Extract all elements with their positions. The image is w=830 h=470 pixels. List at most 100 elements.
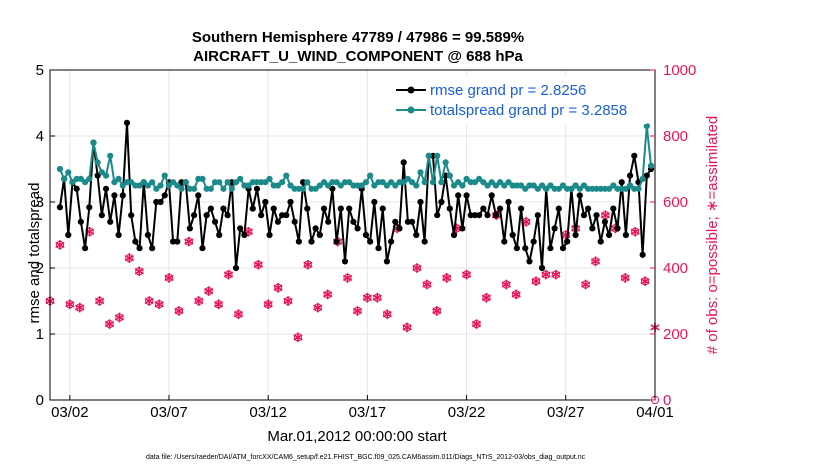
rmse-point: [249, 205, 256, 212]
totalspread-point: [358, 182, 365, 189]
totalspread-point: [404, 175, 411, 182]
y-axis-left: 0 1 2 3 4 5: [36, 62, 55, 409]
rmse-point: [488, 192, 495, 199]
rmse-point: [274, 218, 282, 225]
rmse-point: [98, 212, 105, 219]
totalspread-point: [115, 175, 122, 182]
rmse-point: [593, 212, 600, 219]
totalspread-point: [86, 175, 93, 182]
rmse-point: [123, 119, 131, 126]
totalspread-point: [547, 182, 554, 189]
obs_assimilated-marker: [353, 305, 362, 316]
x-tick-label: 03/07: [150, 404, 188, 421]
rmse-point: [606, 231, 613, 239]
obs_assimilated-marker: [640, 276, 650, 287]
rmse-point: [622, 231, 629, 239]
rmse-point: [207, 205, 214, 212]
obs_assimilated-marker: [124, 253, 134, 264]
rmse-point: [174, 238, 181, 245]
rmse-point: [450, 231, 458, 239]
rmse-point: [492, 212, 500, 219]
totalspread-point: [111, 179, 118, 186]
rmse-point: [312, 225, 319, 232]
totalspread-point: [94, 159, 101, 166]
totalspread-point: [530, 182, 537, 189]
obs_assimilated-marker: [164, 272, 174, 283]
rmse-point: [107, 218, 114, 225]
rmse-point: [480, 205, 487, 212]
totalspread-point: [488, 179, 495, 186]
totalspread-point: [639, 175, 646, 182]
rmse-point: [626, 172, 634, 179]
totalspread-point: [119, 182, 126, 189]
obs_assimilated-marker: [402, 322, 412, 333]
y-right-tick-label: 1000: [663, 62, 696, 79]
totalspread-point: [446, 172, 453, 179]
totalspread-point: [647, 162, 655, 169]
obs_assimilated-marker: [600, 210, 610, 221]
obs_assimilated-marker: [75, 302, 85, 313]
y-right-tick-label: 0: [663, 392, 671, 409]
obs_assimilated-marker: [253, 259, 263, 270]
totalspread-point: [107, 152, 114, 159]
obs_assimilated-marker: [511, 289, 521, 300]
totalspread-point: [77, 175, 84, 182]
totalspread-point: [216, 179, 223, 186]
rmse-point: [119, 192, 126, 199]
totalspread-point: [304, 179, 311, 186]
totalspread-point: [476, 175, 483, 182]
totalspread-point: [501, 182, 508, 189]
totalspread-point: [555, 185, 562, 192]
totalspread-point: [56, 165, 64, 173]
plot-frame: [49, 69, 656, 401]
rmse-point: [73, 185, 80, 192]
totalspread-point: [174, 182, 181, 189]
x-tick-label: 03/22: [448, 404, 486, 421]
obs_assimilated-marker: [551, 269, 561, 280]
totalspread-point: [140, 179, 147, 186]
rmse-point: [396, 225, 403, 232]
totalspread-point: [362, 179, 370, 186]
rmse-point: [346, 205, 353, 212]
rmse-point: [287, 198, 294, 206]
totalspread-point: [61, 175, 68, 182]
totalspread-point: [408, 179, 416, 186]
totalspread-point: [237, 175, 244, 182]
rmse-point: [367, 238, 374, 245]
obs_assimilated-marker: [531, 276, 541, 287]
obs_assimilated-marker: [293, 332, 303, 343]
totalspread-point: [543, 185, 550, 192]
obs_assimilated-marker: [442, 272, 452, 283]
rmse-point: [354, 225, 361, 232]
obs_assimilated-marker: [303, 259, 313, 270]
rmse-point: [505, 198, 512, 206]
totalspread-point: [576, 185, 583, 192]
obs_assimilated-marker: [313, 302, 323, 313]
rmse-point: [136, 245, 143, 252]
rmse-point: [241, 231, 248, 239]
x-tick-label: 03/17: [349, 404, 387, 421]
totalspread-point: [283, 172, 290, 179]
totalspread-point: [333, 179, 340, 186]
rmse-point: [362, 231, 370, 239]
obs_assimilated-marker: [620, 272, 630, 283]
rmse-point: [333, 238, 340, 245]
rmse-point: [438, 198, 445, 206]
totalspread-point: [316, 182, 323, 189]
rmse-point: [220, 205, 227, 212]
totalspread-point: [522, 185, 529, 192]
chart-subtitle: AIRCRAFT_U_WIND_COMPONENT @ 688 hPa: [193, 48, 523, 65]
obs_assimilated-marker: [55, 239, 65, 250]
rmse-point: [371, 198, 378, 206]
totalspread-point: [157, 182, 164, 189]
rmse-point: [559, 245, 567, 252]
rmse-point: [564, 238, 571, 245]
totalspread-point: [538, 182, 546, 189]
totalspread-point: [325, 182, 332, 189]
obs_assimilated-marker: [372, 292, 382, 303]
rmse-point: [388, 238, 395, 245]
rmse-point: [341, 258, 349, 265]
totalspread-point: [505, 179, 512, 186]
rmse-point: [513, 245, 520, 252]
obs_assimilated-marker: [214, 299, 224, 310]
